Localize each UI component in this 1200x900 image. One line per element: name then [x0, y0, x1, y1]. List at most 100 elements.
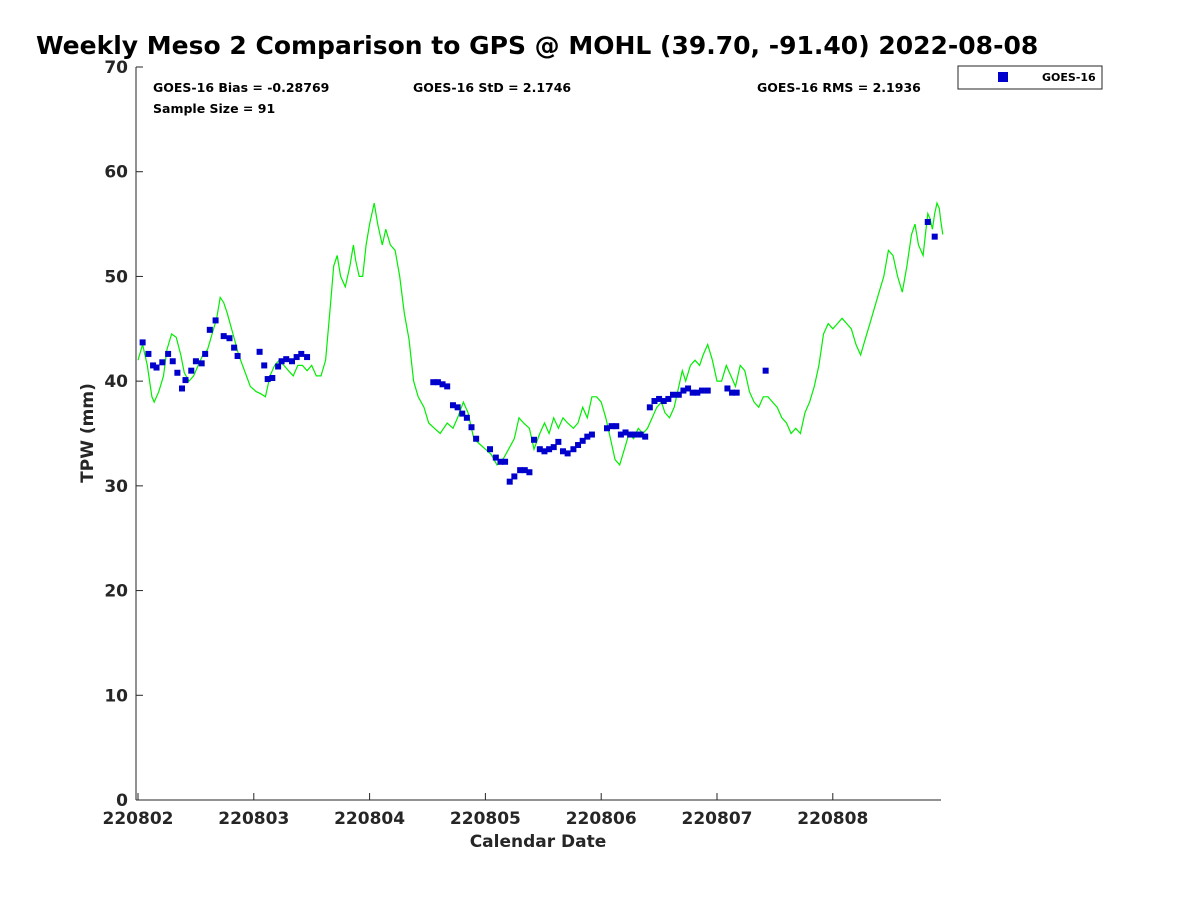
goes-16-point — [627, 431, 634, 438]
goes-16-point — [275, 363, 282, 370]
goes-16-point — [570, 446, 577, 453]
goes-16-point — [531, 436, 538, 443]
goes-16-point — [226, 335, 233, 342]
goes-16-point — [150, 362, 157, 369]
y-tick-label: 20 — [104, 582, 128, 602]
goes-16-series — [139, 218, 938, 485]
goes-16-point — [212, 317, 219, 324]
y-tick-label: 40 — [104, 372, 128, 392]
gps-series — [137, 201, 944, 467]
legend: GOES-16 — [957, 65, 1103, 90]
goes-16-point — [502, 458, 509, 465]
sample-size-annotation: Sample Size = 91 — [153, 101, 275, 116]
goes-16-point — [444, 383, 451, 390]
legend-label-goes-16: GOES-16 — [1042, 71, 1096, 84]
goes-16-point — [646, 404, 653, 411]
y-axis-label: TPW (mm) — [78, 383, 98, 483]
goes-16-point — [555, 438, 562, 445]
goes-16-point — [656, 395, 663, 402]
goes-16-point — [536, 446, 543, 453]
goes-16-point — [283, 356, 290, 363]
goes-16-point — [256, 348, 263, 355]
y-tick-label: 10 — [104, 686, 128, 706]
y-tick-label: 70 — [104, 58, 128, 78]
goes-16-point — [220, 333, 227, 340]
goes-16-point — [931, 233, 938, 240]
x-tick-label: 220802 — [103, 809, 174, 829]
legend-marker-goes-16 — [998, 72, 1008, 82]
goes-16-point — [651, 398, 658, 405]
goes-16-point — [584, 433, 591, 440]
goes-16-point — [231, 344, 238, 351]
std-annotation: GOES-16 StD = 2.1746 — [413, 80, 571, 95]
goes-16-point — [174, 369, 181, 376]
goes-16-point — [689, 389, 696, 396]
goes-16-point — [550, 444, 557, 451]
plot-area — [135, 67, 941, 801]
goes-16-point — [685, 385, 692, 392]
goes-16-point — [608, 423, 615, 430]
goes-16-point — [559, 448, 566, 455]
bias-annotation: GOES-16 Bias = -0.28769 — [153, 80, 329, 95]
goes-16-point — [430, 379, 437, 386]
rms-annotation: GOES-16 RMS = 2.1936 — [757, 80, 921, 95]
goes-16-point — [264, 376, 271, 383]
goes-16-point — [622, 429, 629, 436]
goes-16-point — [564, 450, 571, 457]
goes-16-point — [139, 339, 146, 346]
goes-16-point — [202, 350, 209, 357]
goes-16-point — [439, 381, 446, 388]
goes-16-point — [304, 354, 311, 361]
goes-16-point — [463, 414, 470, 421]
goes-16-point — [642, 433, 649, 440]
goes-16-point — [459, 410, 466, 417]
goes-16-point — [454, 404, 461, 411]
goes-16-point — [546, 446, 553, 453]
goes-16-point — [434, 379, 441, 386]
goes-16-point — [497, 458, 504, 465]
goes-16-point — [637, 431, 644, 438]
x-axis-label: Calendar Date — [470, 832, 607, 852]
goes-16-point — [159, 359, 166, 366]
goes-16-point — [278, 358, 285, 365]
goes-16-point — [182, 377, 189, 384]
goes-16-point — [704, 387, 711, 394]
goes-16-point — [631, 431, 638, 438]
y-tick-label: 30 — [104, 477, 128, 497]
y-axis-ticks: 0 10 20 30 40 50 60 70 — [104, 58, 143, 811]
goes-16-point — [675, 391, 682, 398]
x-tick-label: 220804 — [334, 809, 405, 829]
x-axis-ticks: 220802 220803 220804 220805 220806 220807 2208… — [103, 793, 868, 829]
legend-box — [957, 65, 1103, 90]
goes-16-point — [492, 454, 499, 461]
goes-16-point — [487, 446, 494, 453]
goes-16-point — [192, 358, 199, 365]
goes-16-point — [517, 467, 524, 474]
goes-16-point — [261, 362, 268, 369]
goes-16-point — [669, 391, 676, 398]
goes-16-point — [293, 354, 300, 361]
goes-16-point — [289, 358, 296, 365]
goes-16-point — [153, 364, 160, 371]
x-tick-label: 220805 — [450, 809, 521, 829]
goes-16-point — [724, 385, 731, 392]
goes-16-point — [521, 467, 528, 474]
goes-16-point — [169, 358, 176, 365]
x-tick-label: 220806 — [566, 809, 637, 829]
goes-16-point — [269, 375, 276, 382]
goes-16-point — [188, 367, 195, 374]
goes-16-point — [588, 431, 595, 438]
goes-16-point — [579, 437, 586, 444]
goes-16-point — [234, 353, 241, 360]
goes-16-point — [449, 402, 456, 409]
goes-16-point — [617, 431, 624, 438]
goes-16-point — [733, 389, 740, 396]
x-tick-label: 220803 — [218, 809, 289, 829]
goes-16-point — [298, 350, 305, 357]
goes-16-point — [729, 389, 736, 396]
goes-16-point — [660, 398, 667, 405]
y-tick-label: 60 — [104, 163, 128, 183]
y-tick-label: 0 — [116, 791, 128, 811]
